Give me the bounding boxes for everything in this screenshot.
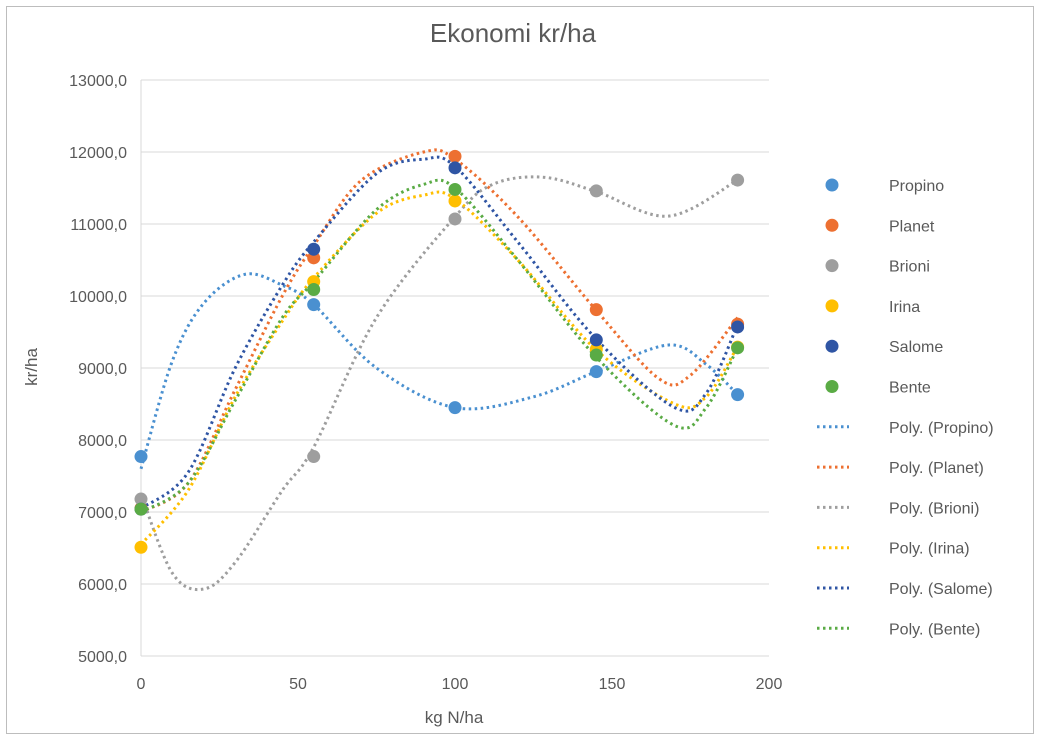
legend-label: Irina	[889, 299, 920, 316]
point-salome	[448, 161, 462, 175]
point-planet	[589, 303, 603, 317]
point-salome	[307, 242, 321, 256]
trendline-brioni	[139, 175, 739, 592]
point-brioni	[448, 212, 462, 226]
x-tick-label: 150	[599, 676, 626, 693]
y-tick-label: 13000,0	[69, 73, 127, 90]
chart-svg: Ekonomi kr/ha 5000,0 6000,0 7000,0 8000,0 90…	[22, 18, 994, 727]
point-irina	[448, 194, 462, 208]
legend-marker-propino	[825, 178, 839, 192]
legend-label: Propino	[889, 178, 944, 195]
point-propino	[307, 298, 321, 312]
legend-label: Poly. (Brioni)	[889, 500, 979, 517]
legend: Propino Planet Brioni Irina Salome Bente Poly.…	[817, 178, 994, 638]
legend-marker-bente	[825, 380, 839, 393]
y-tick-label: 5000,0	[78, 649, 127, 666]
trendline-planet	[140, 148, 739, 514]
point-propino	[589, 365, 603, 379]
legend-marker-salome	[825, 339, 839, 353]
point-propino	[731, 388, 745, 402]
y-axis-ticks: 5000,0 6000,0 7000,0 8000,0 9000,0 10000,0 110…	[69, 73, 127, 666]
y-tick-label: 11000,0	[70, 217, 127, 234]
trendline-salome	[140, 155, 739, 510]
legend-marker-brioni	[825, 259, 839, 273]
trendline-bente	[140, 178, 739, 514]
legend-label: Bente	[889, 380, 931, 397]
gridlines	[140, 79, 769, 657]
legend-label: Poly. (Salome)	[889, 581, 993, 598]
trendlines	[139, 148, 739, 592]
point-bente	[134, 502, 148, 516]
x-tick-label: 50	[289, 676, 307, 693]
x-tick-label: 100	[442, 676, 469, 693]
data-points	[134, 149, 745, 554]
y-tick-label: 6000,0	[78, 577, 127, 594]
legend-label: Poly. (Propino)	[889, 420, 994, 437]
y-tick-label: 10000,0	[69, 289, 127, 306]
trendline-propino	[139, 272, 739, 470]
legend-label: Poly. (Irina)	[889, 541, 970, 558]
legend-marker-planet	[825, 218, 839, 232]
legend-marker-irina	[825, 299, 839, 313]
legend-label: Salome	[889, 339, 943, 356]
y-axis-label: kr/ha	[22, 348, 41, 386]
chart-title: Ekonomi kr/ha	[430, 18, 597, 48]
x-axis-label: kg N/ha	[425, 708, 484, 727]
point-planet	[448, 149, 462, 163]
x-axis-ticks: 0 50 100 150 200	[137, 676, 783, 693]
point-irina	[134, 540, 148, 554]
legend-label: Poly. (Planet)	[889, 460, 984, 477]
point-brioni	[731, 173, 745, 187]
point-propino	[448, 401, 462, 415]
y-tick-label: 9000,0	[78, 361, 127, 378]
x-tick-label: 200	[756, 676, 783, 693]
point-brioni	[134, 492, 148, 506]
point-bente	[731, 341, 745, 355]
legend-label: Brioni	[889, 259, 930, 276]
point-salome	[731, 320, 745, 334]
legend-label: Planet	[889, 218, 935, 235]
point-salome	[589, 333, 603, 347]
point-bente	[589, 348, 603, 362]
point-propino	[134, 450, 148, 464]
trendline-irina	[139, 190, 739, 546]
y-tick-label: 12000,0	[69, 145, 127, 162]
point-bente	[307, 283, 321, 297]
point-bente	[448, 182, 462, 196]
point-brioni	[307, 450, 321, 464]
legend-label: Poly. (Bente)	[889, 621, 980, 638]
x-tick-label: 0	[137, 676, 146, 693]
y-tick-label: 7000,0	[78, 505, 127, 522]
point-brioni	[589, 184, 603, 198]
y-tick-label: 8000,0	[78, 433, 127, 450]
chart-frame: Ekonomi kr/ha 5000,0 6000,0 7000,0 8000,0 90…	[6, 6, 1034, 734]
